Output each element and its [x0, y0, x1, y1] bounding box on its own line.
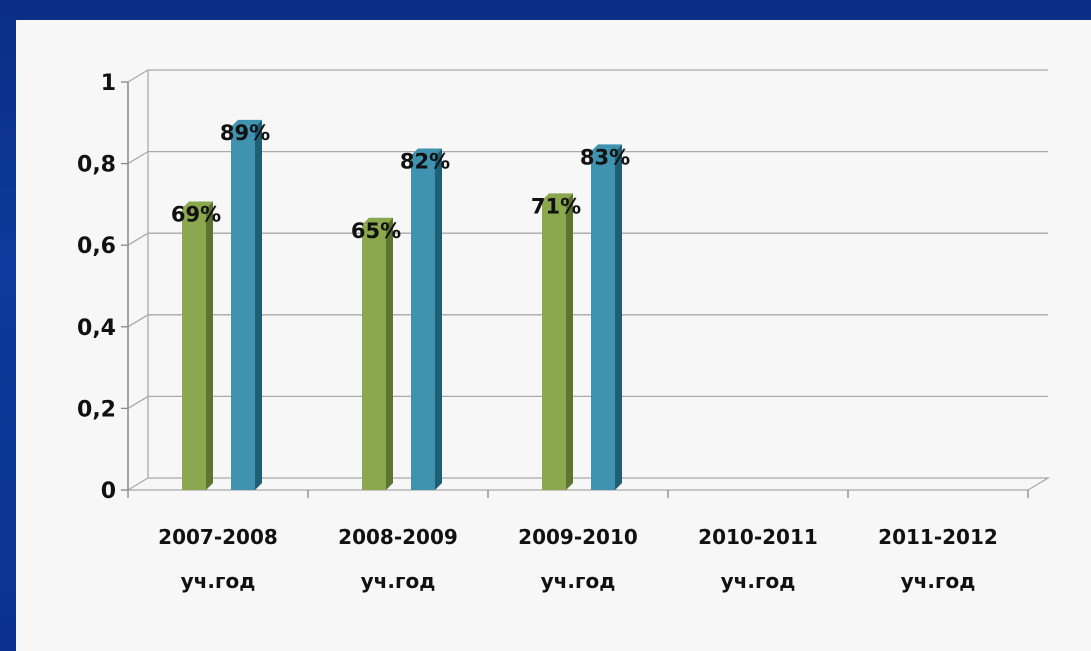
gridline — [127, 395, 1048, 409]
bar-layer — [182, 119, 622, 491]
data-label: 65% — [351, 219, 401, 243]
y-tick-label: 0 — [101, 479, 116, 504]
x-category-label: уч.год — [361, 569, 436, 593]
bar-top — [591, 144, 622, 152]
y-tick-label: 0,8 — [77, 153, 116, 178]
bar-side — [255, 119, 262, 490]
bar — [231, 126, 255, 490]
x-category-label: 2011-2012 — [878, 525, 998, 549]
y-tick-label: 0,2 — [77, 397, 116, 422]
x-category-label: уч.год — [901, 569, 976, 593]
label-layer: 0 0,2 0,4 0,6 0,8 1 2007-2008 уч.год 2008-2009 уч… — [77, 71, 998, 593]
bar-side — [615, 144, 622, 491]
x-category-label: уч.год — [181, 569, 256, 593]
bar-side — [206, 201, 213, 491]
x-category-label: уч.год — [721, 569, 796, 593]
data-label: 71% — [531, 194, 581, 218]
gridline — [127, 69, 1048, 83]
data-label: 82% — [400, 149, 450, 173]
gridline — [127, 314, 1048, 328]
x-category-label: уч.год — [541, 569, 616, 593]
grid-layer — [125, 69, 1051, 491]
bar-side — [386, 217, 393, 491]
bar-top — [231, 119, 262, 127]
bar-top — [411, 148, 442, 156]
bar-side — [435, 148, 442, 490]
data-label: 83% — [580, 145, 630, 169]
axis-layer — [121, 81, 1029, 498]
bar — [411, 155, 435, 490]
y-tick-label: 1 — [101, 71, 116, 96]
x-category-label: 2009-2010 — [518, 525, 638, 549]
bar-top — [542, 193, 573, 201]
bar-side — [566, 193, 573, 490]
y-tick-label: 0,6 — [77, 234, 116, 259]
bar-top — [362, 217, 393, 225]
data-label: 69% — [171, 202, 221, 226]
bar — [591, 151, 615, 491]
bar — [542, 200, 566, 490]
x-category-label: 2010-2011 — [698, 525, 818, 549]
x-category-label: 2007-2008 — [158, 525, 278, 549]
gridline — [127, 232, 1048, 246]
bar-top — [182, 201, 213, 209]
bar — [362, 224, 386, 491]
data-label: 89% — [220, 121, 270, 145]
x-category-label: 2008-2009 — [338, 525, 458, 549]
bar — [182, 208, 206, 491]
y-tick-label: 0,4 — [77, 316, 116, 341]
chart-floor — [125, 477, 1051, 491]
